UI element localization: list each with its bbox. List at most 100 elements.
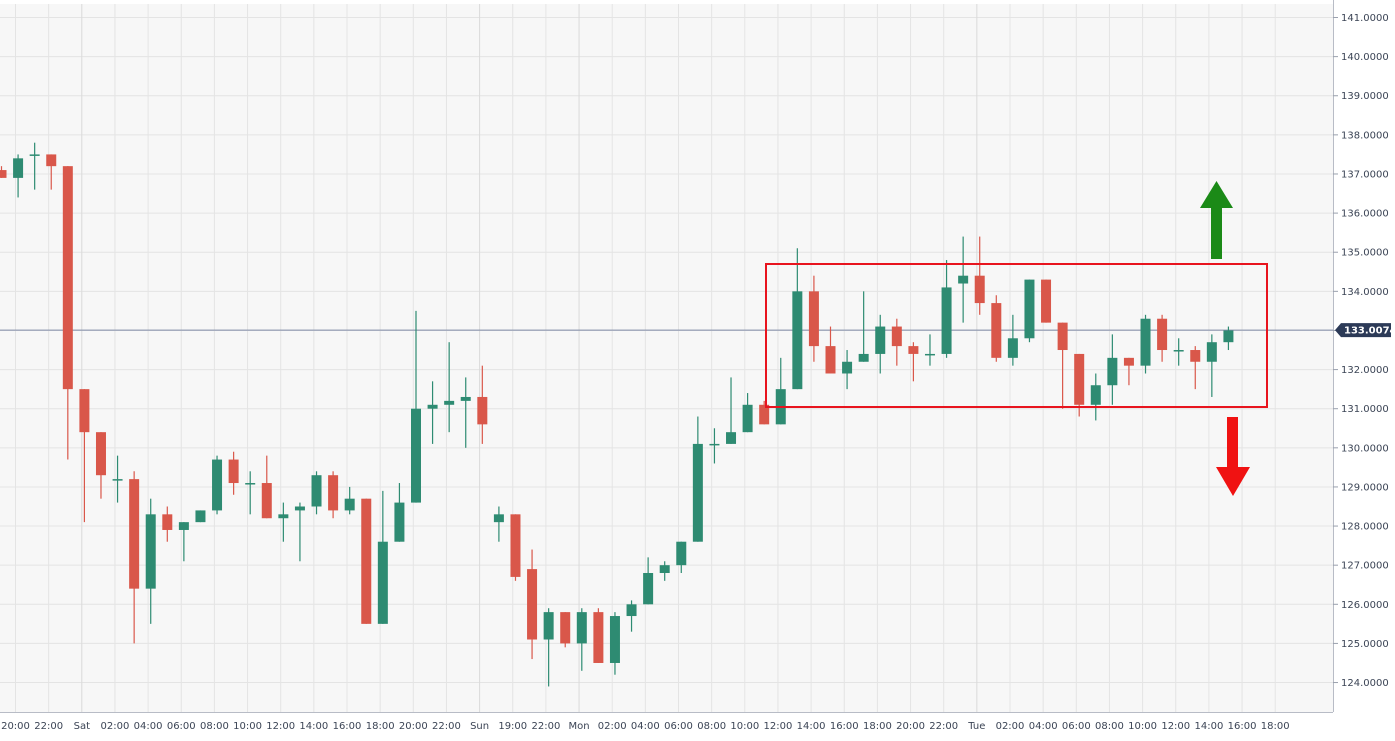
x-tick-label: 08:00 bbox=[697, 721, 726, 732]
candle bbox=[261, 455, 272, 519]
candle-body bbox=[941, 287, 952, 354]
current-price-label: 133.00740 bbox=[1344, 326, 1395, 337]
x-tick-label: Mon bbox=[569, 721, 590, 732]
candle bbox=[875, 314, 886, 374]
x-tick-label: Sat bbox=[74, 721, 90, 732]
candle bbox=[411, 310, 421, 503]
y-tick-label: 135.0000 bbox=[1341, 248, 1389, 259]
y-tick-label: 125.0000 bbox=[1341, 639, 1389, 650]
candle-body bbox=[444, 400, 455, 405]
candle-body bbox=[560, 612, 571, 644]
candle bbox=[941, 260, 952, 358]
current-price-badge bbox=[1335, 323, 1391, 338]
candle-body bbox=[261, 483, 272, 519]
candle bbox=[825, 326, 836, 374]
candle-body bbox=[891, 326, 902, 347]
x-tick-label: 08:00 bbox=[1095, 721, 1124, 732]
candle bbox=[593, 608, 604, 663]
candle bbox=[1024, 279, 1035, 343]
candle-body bbox=[1157, 318, 1168, 351]
x-tick-label: 14:00 bbox=[797, 721, 826, 732]
x-tick-label: 10:00 bbox=[730, 721, 759, 732]
candle bbox=[1173, 338, 1184, 366]
x-tick-label: 22:00 bbox=[432, 721, 461, 732]
candle-body bbox=[593, 612, 604, 663]
x-tick-label: 10:00 bbox=[1128, 721, 1157, 732]
candle-body bbox=[1140, 318, 1151, 366]
candle bbox=[278, 502, 289, 542]
candle-body bbox=[145, 514, 156, 589]
candle bbox=[974, 236, 985, 315]
candle-body bbox=[477, 396, 488, 425]
candle-body bbox=[95, 432, 106, 476]
candle bbox=[62, 166, 73, 460]
candle-body bbox=[162, 514, 173, 530]
candle bbox=[228, 451, 239, 495]
candle-body bbox=[1173, 350, 1184, 352]
candle-body bbox=[1007, 338, 1018, 358]
candle-body bbox=[1123, 357, 1134, 366]
candle bbox=[145, 498, 156, 624]
candle bbox=[659, 561, 670, 581]
x-tick-label: 18:00 bbox=[863, 721, 892, 732]
candle-body bbox=[1041, 279, 1052, 323]
candle-body bbox=[361, 498, 372, 624]
candle-body bbox=[974, 275, 985, 304]
x-tick-label: 19:00 bbox=[498, 721, 527, 732]
candle bbox=[1057, 322, 1068, 409]
candle bbox=[1223, 326, 1234, 351]
y-tick-label: 128.0000 bbox=[1341, 522, 1389, 533]
candle bbox=[609, 612, 620, 675]
x-tick-label: 22:00 bbox=[929, 721, 958, 732]
candle-body bbox=[808, 291, 819, 347]
candle-body bbox=[129, 479, 140, 589]
candle-body bbox=[13, 158, 24, 178]
candle bbox=[460, 377, 471, 448]
x-tick-label: 12:00 bbox=[764, 721, 793, 732]
y-tick-label: 140.0000 bbox=[1341, 52, 1389, 63]
candle-body bbox=[79, 389, 90, 433]
candle-body bbox=[792, 291, 803, 390]
candle bbox=[427, 381, 438, 444]
x-tick-label: 02:00 bbox=[598, 721, 627, 732]
candle-body bbox=[726, 432, 737, 444]
candle-body bbox=[1223, 330, 1234, 343]
candle bbox=[1206, 334, 1217, 397]
candle-body bbox=[991, 303, 1002, 358]
candle bbox=[29, 142, 40, 190]
x-tick-label: 04:00 bbox=[1029, 721, 1058, 732]
candle-body bbox=[311, 475, 322, 507]
x-tick-label: 22:00 bbox=[34, 721, 63, 732]
candle-body bbox=[29, 154, 40, 156]
x-tick-label: 22:00 bbox=[531, 721, 560, 732]
candle bbox=[1190, 346, 1201, 390]
candle-body bbox=[1190, 350, 1201, 362]
x-tick-label: 08:00 bbox=[200, 721, 229, 732]
candle bbox=[162, 506, 173, 542]
candle-body bbox=[709, 443, 720, 446]
candle bbox=[643, 557, 654, 605]
x-tick-label: 12:00 bbox=[266, 721, 295, 732]
candle-body bbox=[112, 479, 123, 481]
candle-body bbox=[858, 353, 869, 362]
candle bbox=[842, 350, 853, 390]
candle bbox=[527, 549, 538, 660]
candle-body bbox=[924, 353, 935, 356]
candle bbox=[95, 432, 106, 499]
candle-body bbox=[1074, 353, 1085, 405]
candle-body bbox=[46, 154, 57, 167]
candle bbox=[1157, 314, 1168, 362]
candle-body bbox=[212, 459, 223, 511]
x-tick-label: 02:00 bbox=[996, 721, 1025, 732]
candle-body bbox=[626, 604, 637, 617]
candle bbox=[908, 342, 919, 382]
candle-body bbox=[908, 346, 919, 354]
candle bbox=[1107, 334, 1118, 405]
candle bbox=[328, 471, 339, 519]
candle-body bbox=[394, 502, 405, 542]
candle-body bbox=[294, 506, 305, 511]
candle bbox=[1090, 373, 1101, 421]
candle-body bbox=[742, 404, 753, 433]
candle-body bbox=[643, 573, 654, 605]
candle bbox=[129, 471, 140, 644]
